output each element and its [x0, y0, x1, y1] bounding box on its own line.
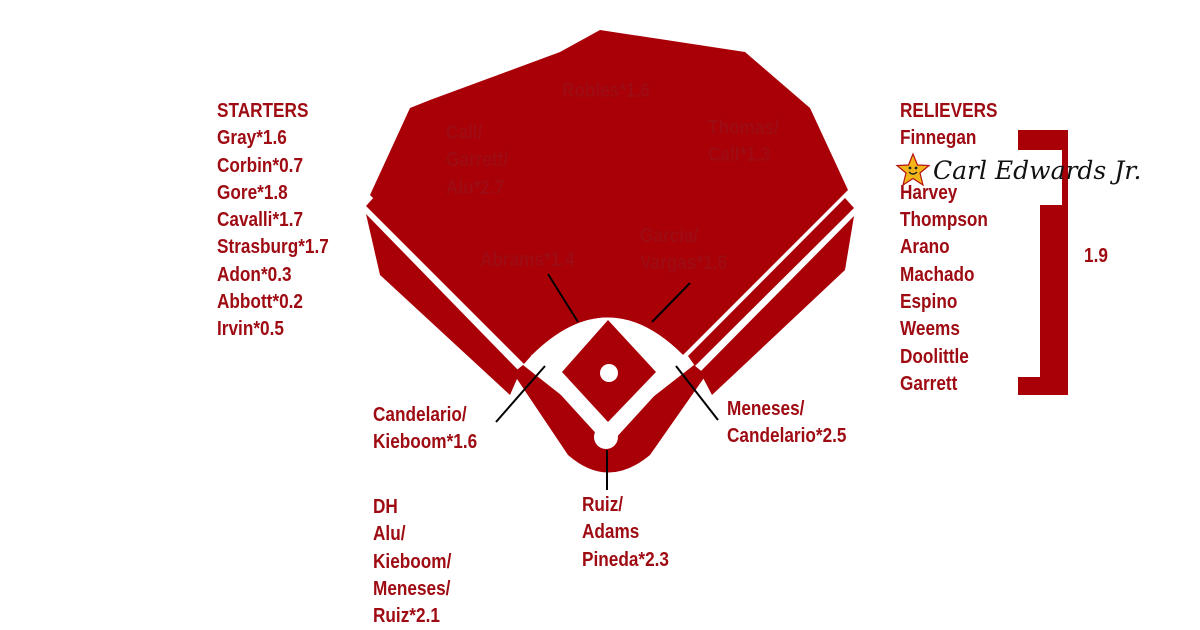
- label-third-base: Candelario/ Kieboom*1.6: [373, 402, 477, 457]
- reliever-item: Harvey: [900, 181, 958, 204]
- reliever-item: Weems: [900, 318, 960, 341]
- label-designated-hitter: DH Alu/ Kieboom/ Meneses/ Ruiz*2.1: [373, 494, 451, 630]
- label-line: Meneses/: [727, 398, 805, 420]
- label-line: Alu/: [373, 523, 406, 546]
- starters-heading: STARTERS: [217, 100, 309, 122]
- label-line: Garrett/: [446, 149, 509, 172]
- starter-item: Cavalli*1.7: [217, 209, 304, 232]
- label-left-field: Call/ Garrett/ Alu*2.7: [446, 120, 508, 202]
- reliever-item: Doolittle: [900, 345, 969, 368]
- pointer-first-base: [675, 365, 719, 421]
- pointer-third-base: [495, 365, 546, 423]
- reliever-item: Finnegan: [900, 127, 977, 150]
- starter-item: Adon*0.3: [217, 263, 292, 286]
- reliever-item: Thompson: [900, 209, 988, 232]
- reliever-item: Garrett: [900, 372, 958, 395]
- label-right-field: Thomas/ Call*1.3: [708, 115, 779, 170]
- label-line: Meneses/: [373, 577, 451, 600]
- label-line: Kieboom/: [373, 550, 452, 573]
- label-line: Adams: [582, 521, 640, 544]
- pointer-ss: [547, 273, 579, 323]
- reliever-item: Machado: [900, 263, 975, 286]
- label-line: Vargas*1.6: [640, 252, 728, 275]
- star-icon: [895, 152, 931, 187]
- label-line: Kieboom*1.6: [373, 431, 478, 454]
- label-first-base: Meneses/ Candelario*2.5: [727, 396, 846, 451]
- reliever-item: Arano: [900, 236, 950, 259]
- label-line: Ruiz*2.1: [373, 605, 440, 628]
- right-foul-area: [700, 216, 854, 395]
- left-foul-area: [366, 214, 520, 395]
- relievers-bracket: [1018, 130, 1068, 395]
- starter-item: Abbott*0.2: [217, 291, 303, 314]
- label-line: Pineda*2.3: [582, 548, 670, 571]
- label-line: García/: [640, 225, 699, 247]
- sponsor-logo: Carl Edwards Jr.: [895, 150, 1145, 190]
- starter-item: Gore*1.8: [217, 181, 288, 204]
- label-line: Ruiz/: [582, 494, 624, 516]
- label-line: Robles*1.6: [562, 80, 650, 102]
- label-shortstop: Abrams*1.4: [480, 247, 575, 274]
- outfield: [370, 30, 848, 355]
- label-center-field: Robles*1.6: [562, 78, 650, 105]
- base-path-left: [540, 367, 608, 440]
- pointer-second-base: [651, 282, 691, 323]
- starter-item: Strasburg*1.7: [217, 236, 329, 259]
- label-line: Thomas/: [708, 117, 779, 139]
- relievers-group-value: 1.9: [1084, 245, 1108, 267]
- relievers-list: RELIEVERS Finnegan Harvey Thompson Arano…: [900, 98, 997, 398]
- base-path-right: [608, 367, 676, 440]
- relievers-heading: RELIEVERS: [900, 100, 998, 122]
- label-line: Call*1.3: [708, 144, 771, 167]
- label-line: Candelario*2.5: [727, 425, 847, 448]
- pitchers-mound: [600, 364, 618, 382]
- label-line: Call/: [446, 122, 483, 144]
- sponsor-text: Carl Edwards Jr.: [933, 155, 1142, 185]
- starter-item: Gray*1.6: [217, 127, 287, 150]
- reliever-item: Espino: [900, 291, 958, 314]
- label-line: Alu*2.7: [446, 176, 505, 199]
- label-catcher: Ruiz/ Adams Pineda*2.3: [582, 492, 669, 574]
- label-line: Abrams*1.4: [480, 249, 575, 271]
- label-line: Candelario/: [373, 404, 467, 426]
- left-foul-strip: [366, 196, 532, 366]
- label-line: DH: [373, 496, 398, 518]
- starters-list: STARTERS Gray*1.6 Corbin*0.7 Gore*1.8 Ca…: [217, 98, 329, 344]
- starter-item: Corbin*0.7: [217, 154, 304, 177]
- starter-item: Irvin*0.5: [217, 318, 284, 341]
- label-second-base: García/ Vargas*1.6: [640, 223, 727, 278]
- right-foul-strip: [688, 198, 854, 366]
